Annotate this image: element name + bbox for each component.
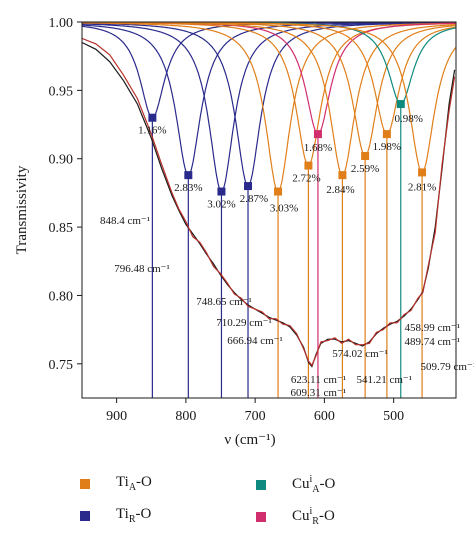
legend-item-tir: TiR-O xyxy=(80,506,151,525)
transmissivity-chart: 1.16% 2.83% 3.02% 2.87%3.03% 2.72% 1.68% 2.84%… xyxy=(14,16,474,448)
peak-wavenumber-label-11: 458.99 cm⁻¹ xyxy=(404,322,460,334)
peak-wavenumber-label-7: 574.02 cm⁻¹ xyxy=(332,348,388,360)
x-tick-label-4: 500 xyxy=(383,409,404,424)
peak-curve-3 xyxy=(82,22,456,187)
y-tick-label-0: 0.75 xyxy=(49,358,74,373)
peak-percent-label-3: 2.87% xyxy=(240,193,268,205)
peak-percent-label-1: 2.83% xyxy=(174,182,202,194)
peak-percent-label-10: 0.98% xyxy=(395,113,423,125)
legend-item-tia: TiA-O xyxy=(80,474,152,493)
legend-item-cua: CuiA-O xyxy=(256,474,335,495)
spectrum-lines xyxy=(82,37,456,368)
legend-swatch-tia xyxy=(80,478,90,489)
peak-percent-label-0: 1.16% xyxy=(138,125,166,137)
axes: 900 800 700 600 500 0.75 0.80 0.85 0.90 0.95 1.00 xyxy=(49,16,405,424)
legend-swatch-cur xyxy=(256,511,266,522)
peak-wavenumber-label-10: 489.74 cm⁻¹ xyxy=(404,336,460,348)
x-axis-label: ν (cm⁻¹) xyxy=(224,432,275,448)
peak-percent-label-9: 1.98% xyxy=(373,141,401,153)
legend-label-tia: TiA-O xyxy=(116,474,152,493)
peak-wavenumber-label-5: 623.11 cm⁻¹ xyxy=(291,374,346,386)
peak-marker-4 xyxy=(274,187,283,196)
x-tick-label-3: 600 xyxy=(314,409,335,424)
legend-swatch-tir xyxy=(80,510,90,521)
peak-marker-9 xyxy=(382,130,391,139)
y-tick-label-3: 0.90 xyxy=(49,153,74,168)
peak-percent-label-5: 2.72% xyxy=(292,173,320,185)
x-tick-label-1: 800 xyxy=(175,409,196,424)
peak-wavenumber-label-9: 509.79 cm⁻¹ xyxy=(420,361,474,373)
peak-marker-10 xyxy=(396,100,405,109)
peak-wavenumber-label-1: 796.48 cm⁻¹ xyxy=(114,263,170,275)
y-axis-label: Transmissivity xyxy=(14,165,30,254)
peak-curve-4 xyxy=(82,22,456,193)
legend-label-cua: CuiA-O xyxy=(292,474,336,495)
y-tick-label-1: 0.80 xyxy=(49,289,74,304)
peak-percent-label-4: 3.03% xyxy=(270,203,298,215)
peak-percent-label-8: 2.59% xyxy=(351,163,379,175)
peak-marker-3 xyxy=(244,182,253,191)
peak-wavenumber-label-0: 848.4 cm⁻¹ xyxy=(100,215,150,227)
y-tick-label-4: 0.95 xyxy=(49,84,74,99)
peak-percent-label-6: 1.68% xyxy=(304,142,332,154)
peak-marker-11 xyxy=(418,168,427,177)
legend-label-tir: TiR-O xyxy=(116,506,152,525)
x-tick-label-2: 700 xyxy=(245,409,266,424)
legend-swatch-cua xyxy=(256,479,266,490)
x-tick-label-0: 900 xyxy=(106,409,127,424)
y-tick-label-5: 1.00 xyxy=(49,16,74,31)
peak-marker-5 xyxy=(304,161,313,170)
peak-wavenumber-label-2: 748.65 cm⁻¹ xyxy=(196,296,252,308)
peak-marker-1 xyxy=(184,171,193,180)
legend-item-cur: CuiR-O xyxy=(256,506,335,527)
peak-wavenumber-label-8: 541.21 cm⁻¹ xyxy=(356,374,412,386)
plot-frame xyxy=(81,21,457,399)
peak-percent-label-7: 2.84% xyxy=(326,184,354,196)
peak-markers xyxy=(148,100,427,196)
peak-marker-6 xyxy=(313,130,322,139)
peak-wavenumber-label-6: 609.31 cm⁻¹ xyxy=(290,387,346,399)
legend-label-cur: CuiR-O xyxy=(292,506,335,527)
peak-marker-8 xyxy=(361,151,370,160)
peak-wavenumber-label-4: 666.94 cm⁻¹ xyxy=(227,335,283,347)
peak-marker-2 xyxy=(217,187,226,196)
peak-marker-0 xyxy=(148,113,157,122)
peak-wavenumber-label-3: 710.29 cm⁻¹ xyxy=(216,317,272,329)
annotations: 1.16% 2.83% 3.02% 2.87%3.03% 2.72% 1.68% 2.84%… xyxy=(100,113,474,399)
peak-percent-label-2: 3.02% xyxy=(207,199,235,211)
peak-percent-label-11: 2.81% xyxy=(408,181,436,193)
legend: TiA-O TiR-O CuiA-O CuiR-O xyxy=(0,458,474,537)
y-tick-label-2: 0.85 xyxy=(49,221,74,236)
spectrum-line-1 xyxy=(82,37,456,367)
peak-center-lines xyxy=(151,104,423,398)
peak-marker-7 xyxy=(338,171,347,180)
